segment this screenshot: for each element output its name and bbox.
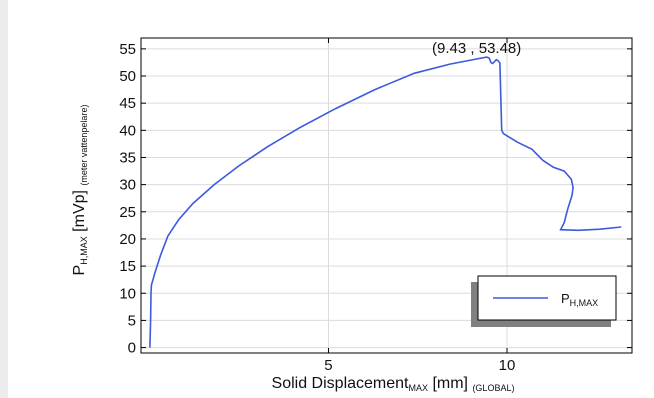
x-axis-title-sub2: (GLOBAL)	[472, 383, 514, 393]
y-tick-label: 30	[119, 177, 136, 194]
y-tick-label: 25	[119, 204, 136, 221]
y-tick-labels: 0 5 10 15 20 25 30 35 40 45 50 55	[119, 41, 136, 357]
legend: PH,MAX	[471, 275, 617, 327]
y-axis-title-sub2: (meter vattenpelare)	[79, 105, 89, 186]
y-tick-label: 0	[128, 340, 136, 357]
y-tick-label: 55	[119, 41, 136, 58]
legend-label-sub: H,MAX	[570, 298, 599, 308]
y-axis-title-unit: [mVp]	[71, 186, 88, 237]
legend-label: PH,MAX	[561, 291, 598, 308]
series-line-p-h-max	[149, 56, 622, 348]
y-axis-title-sub: H,MAX	[79, 236, 89, 265]
chart-figure: 0 5 10 15 20 25 30 35 40 45 50 55 5 10 (9.43 , 53.48…	[8, 0, 654, 398]
y-tick-label: 10	[119, 285, 136, 302]
legend-label-main: P	[561, 291, 570, 306]
x-axis-title-unit: [mm]	[428, 375, 472, 392]
chart-canvas: 0 5 10 15 20 25 30 35 40 45 50 55 5 10 (9.43 , 53.48…	[71, 37, 633, 393]
x-tick-label: 10	[499, 357, 516, 374]
y-tick-label: 5	[128, 312, 136, 329]
x-tick-label: 5	[324, 357, 332, 374]
y-tick-label: 50	[119, 68, 136, 85]
y-axis-title-main: P	[71, 265, 88, 276]
y-tick-label: 45	[119, 95, 136, 112]
x-axis-title-sub: MAX	[408, 383, 428, 393]
x-axis-title-main: Solid Displacement	[272, 375, 410, 392]
axis-ticks	[141, 38, 632, 353]
plot-frame	[140, 37, 633, 354]
y-tick-label: 20	[119, 231, 136, 248]
y-tick-label: 40	[119, 122, 136, 139]
y-tick-label: 15	[119, 258, 136, 275]
y-axis-title: PH,MAX [mVp] (meter vattenpelare)	[71, 105, 89, 276]
y-tick-label: 35	[119, 149, 136, 166]
x-axis-title: Solid DisplacementMAX [mm] (GLOBAL)	[272, 375, 515, 393]
max-point-annotation: (9.43 , 53.48)	[432, 40, 521, 57]
x-tick-labels: 5 10	[324, 357, 515, 374]
